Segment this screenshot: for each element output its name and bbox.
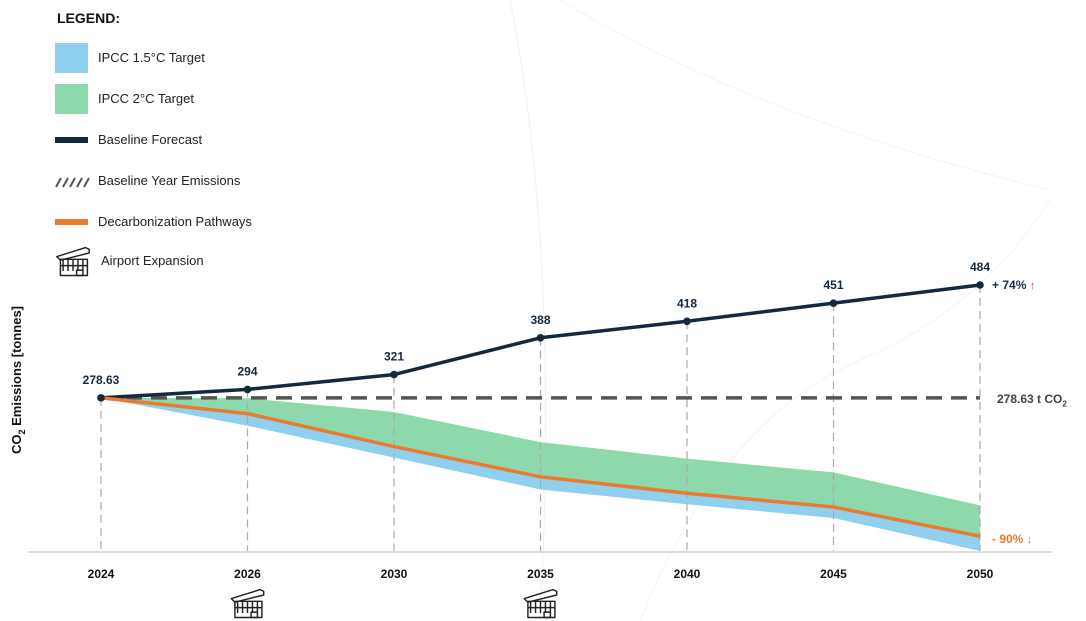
baseline-point-2050 (976, 281, 984, 289)
x-tick-label-2035: 2035 (527, 567, 554, 581)
arrow-down-icon: ↓ (1026, 534, 1033, 546)
y-axis-label-rest: Emissions [tonnes] (9, 305, 25, 430)
baseline-value-label-2024: 278.63 (83, 373, 120, 387)
baseline-point-2040 (683, 317, 691, 326)
legend-label-5: Airport Expansion (101, 253, 204, 268)
airport-expansion-icon-2026 (230, 588, 265, 619)
x-tick-label-2040: 2040 (674, 567, 701, 581)
airport-terminal-icon (56, 246, 90, 277)
legend-swatch-1 (55, 84, 88, 114)
background-arc (559, 0, 1051, 191)
legend-swatch-2 (55, 137, 88, 143)
x-tick-label-2045: 2045 (820, 567, 847, 581)
legend-swatch-5 (56, 246, 90, 277)
legend-swatch-0 (55, 43, 88, 73)
decarbonization-pathway-line (100, 396, 981, 538)
x-tick-label-2024: 2024 (88, 567, 115, 581)
baseline-point-2045 (829, 299, 838, 307)
baseline-point-2035 (536, 333, 545, 342)
x-tick-label-2030: 2030 (381, 567, 408, 581)
baseline-value-label-2045: 451 (823, 278, 843, 292)
pathway-change-annotation: - 90% ↓ (992, 532, 1032, 546)
arrow-up-icon: ↑ (1029, 280, 1036, 292)
baseline-annotation-unit: t CO (1033, 392, 1063, 406)
baseline-value-annotation: 278.63 t CO2 (997, 392, 1067, 408)
pathway-change-text: - 90% (992, 532, 1024, 546)
baseline-change-annotation: + 74% ↑ (992, 278, 1035, 292)
x-tick-label-2026: 2026 (234, 567, 261, 581)
band-ipcc-2c (101, 397, 980, 537)
legend-label-4: Decarbonization Pathways (98, 214, 252, 229)
baseline-annotation-sub: 2 (1062, 399, 1067, 409)
band-ipcc-1-5c (101, 397, 980, 551)
legend-item-2: Baseline Forecast (55, 125, 355, 155)
y-axis-label-main: CO (9, 434, 25, 455)
legend-swatch-3 (55, 177, 90, 188)
baseline-value-label-2040: 418 (677, 296, 697, 310)
legend-item-0: IPCC 1.5°C Target (55, 43, 355, 73)
legend-title: LEGEND: (57, 10, 120, 26)
x-tick-label-2050: 2050 (967, 567, 994, 581)
baseline-value-label-2030: 321 (384, 350, 404, 364)
legend-label-1: IPCC 2°C Target (98, 91, 194, 106)
legend-label-3: Baseline Year Emissions (98, 173, 241, 188)
legend-item-3: Baseline Year Emissions (55, 166, 355, 196)
legend-label-0: IPCC 1.5°C Target (98, 50, 205, 65)
legend-item-4: Decarbonization Pathways (55, 207, 355, 237)
baseline-value-label-2050: 484 (970, 260, 990, 274)
legend-label-2: Baseline Forecast (98, 132, 203, 147)
baseline-annotation-value: 278.63 (997, 392, 1034, 406)
legend-swatch-4 (55, 219, 88, 225)
y-axis-label: CO2 Emissions [tonnes] (9, 306, 27, 454)
background-arcs (509, 0, 1051, 621)
legend-item-5: Airport Expansion (55, 246, 355, 278)
baseline-point-2030 (390, 370, 398, 379)
background-arc (639, 199, 1051, 621)
baseline-point-2024 (97, 394, 105, 402)
legend-item-1: IPCC 2°C Target (55, 84, 355, 114)
y-axis-label-sub: 2 (16, 429, 27, 435)
baseline-value-label-2035: 388 (530, 313, 550, 327)
background-arc (509, 0, 547, 621)
baseline-point-2026 (243, 385, 252, 394)
airport-expansion-icon-2035 (523, 588, 558, 619)
baseline-value-label-2026: 294 (237, 364, 257, 378)
baseline-change-text: + 74% (992, 278, 1027, 292)
